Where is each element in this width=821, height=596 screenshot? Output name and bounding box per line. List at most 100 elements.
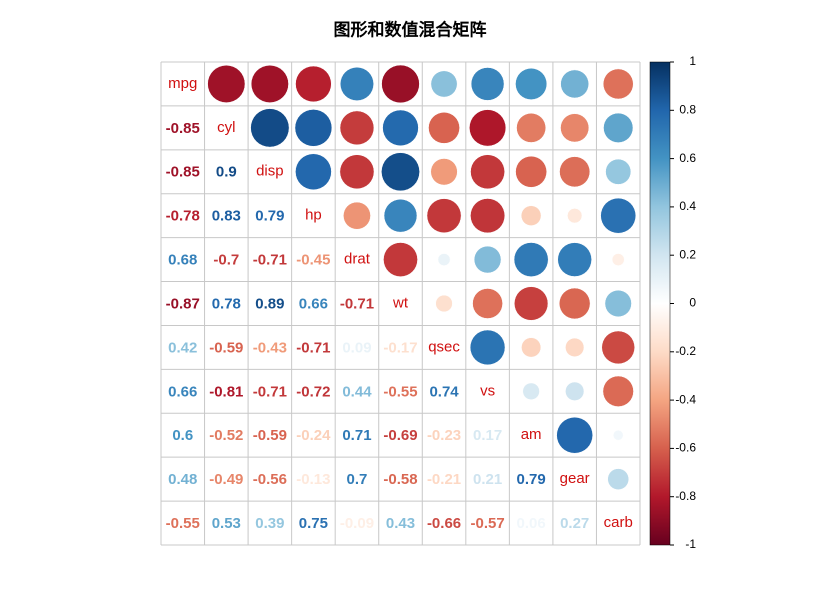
corr-circle [437, 253, 451, 266]
value-label: -0.52 [209, 427, 243, 444]
value-label: 0.21 [473, 471, 502, 488]
variable-label: wt [392, 294, 409, 311]
corr-circle [602, 375, 634, 407]
corr-circle [339, 110, 375, 146]
corr-circle [567, 208, 583, 224]
value-label: -0.43 [253, 339, 287, 356]
value-label: -0.81 [209, 383, 243, 400]
corr-circle [470, 67, 505, 101]
value-label: 0.79 [255, 208, 284, 225]
value-label: -0.71 [253, 383, 287, 400]
value-label: -0.58 [383, 471, 417, 488]
value-label: 0.17 [473, 427, 502, 444]
value-label: -0.71 [296, 339, 330, 356]
colorbar-tick-label: 0.8 [679, 102, 696, 116]
corr-circle [559, 156, 591, 188]
corr-circle [514, 286, 549, 321]
value-label: -0.17 [383, 339, 417, 356]
value-label: -0.72 [296, 383, 330, 400]
corr-circle [343, 201, 371, 230]
corr-circle [560, 69, 589, 99]
corr-circle [603, 112, 634, 143]
value-label: 0.44 [342, 383, 372, 400]
corr-circle [470, 198, 506, 234]
corr-circle [430, 70, 458, 98]
value-label: 0.27 [560, 515, 589, 532]
value-label: 0.09 [342, 339, 371, 356]
variable-label: drat [344, 251, 371, 268]
colorbar-tick-label: 0 [689, 296, 696, 310]
value-label: 0.79 [517, 471, 546, 488]
corr-circle [565, 337, 585, 357]
corr-circle [600, 197, 637, 234]
corr-circle [428, 112, 460, 144]
variable-label: am [521, 426, 542, 443]
value-label: -0.59 [209, 339, 243, 356]
value-label: -0.71 [253, 252, 287, 269]
corr-circle [605, 158, 632, 185]
corr-circle [295, 153, 332, 191]
corr-circle [516, 112, 547, 143]
value-label: -0.56 [253, 471, 287, 488]
corr-circle [515, 155, 547, 188]
corr-circle [207, 65, 246, 103]
value-label: 0.43 [386, 515, 415, 532]
variable-label: vs [480, 382, 495, 399]
corr-circle [250, 108, 290, 148]
value-label: -0.55 [383, 383, 417, 400]
corr-circle [469, 329, 506, 366]
variable-label: gear [560, 470, 590, 487]
colorbar-tick-label: -0.6 [675, 441, 696, 455]
value-label: -0.59 [253, 427, 287, 444]
value-label: -0.23 [427, 427, 461, 444]
corr-circle [426, 198, 462, 234]
value-label: 0.53 [212, 515, 241, 532]
corr-circle [565, 381, 585, 401]
corr-circle [430, 158, 458, 186]
corr-circle [520, 205, 542, 226]
corr-circle [473, 245, 502, 274]
corr-circle [560, 113, 590, 143]
corr-circle [556, 416, 593, 454]
colorbar-tick-label: 1 [689, 54, 696, 68]
value-label: 0.74 [429, 383, 459, 400]
value-label: -0.21 [427, 471, 461, 488]
corr-circle [513, 242, 549, 277]
value-label: 0.66 [299, 295, 328, 312]
value-label: 0.71 [342, 427, 371, 444]
value-label: 0.6 [172, 427, 193, 444]
value-label: -0.85 [166, 120, 200, 137]
value-label: 0.06 [517, 515, 546, 532]
value-label: -0.69 [383, 427, 417, 444]
corr-circle [472, 288, 503, 319]
variable-label: mpg [168, 75, 197, 92]
corr-circle [382, 109, 419, 147]
corr-circle [607, 468, 630, 490]
corr-circle [469, 109, 507, 147]
corr-circle [521, 337, 542, 358]
corr-circle [470, 154, 505, 190]
value-label: 0.7 [347, 471, 368, 488]
colorbar-tick-label: 0.6 [679, 151, 696, 165]
value-label: -0.55 [166, 515, 200, 532]
value-label: -0.7 [213, 252, 239, 269]
value-label: -0.49 [209, 471, 243, 488]
corr-circle [435, 294, 453, 313]
value-label: -0.71 [340, 295, 374, 312]
value-label: 0.66 [168, 383, 197, 400]
corr-circle [601, 330, 635, 365]
value-label: 0.75 [299, 515, 328, 532]
corr-circle [558, 287, 591, 320]
value-label: -0.45 [296, 252, 330, 269]
value-label: -0.66 [427, 515, 461, 532]
value-label: 0.48 [168, 471, 197, 488]
corr-circle [294, 109, 333, 147]
variable-label: disp [256, 163, 284, 180]
corr-circle [381, 152, 420, 192]
corr-circle [383, 242, 418, 277]
value-label: -0.13 [296, 471, 330, 488]
value-label: 0.83 [212, 208, 241, 225]
value-label: 0.89 [255, 295, 284, 312]
value-label: 0.9 [216, 164, 237, 181]
